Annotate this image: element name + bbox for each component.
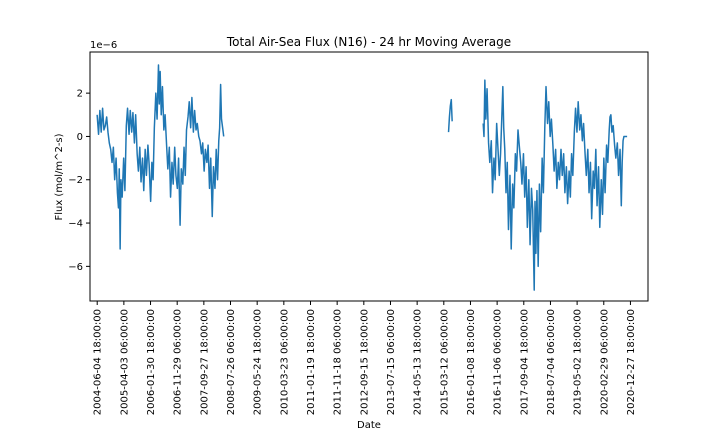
x-tick-label: 2007-09-27 18:00:00 [199,309,210,415]
y-tick-label: −6 [68,262,83,273]
x-tick-label: 2019-05-02 18:00:00 [573,309,584,415]
x-tick-label: 2017-09-04 18:00:00 [519,309,530,415]
y-tick-label: −4 [68,219,83,230]
plot-frame [89,51,649,302]
y-tick-label: 0 [77,132,83,143]
x-tick-label: 2009-05-24 18:00:00 [253,309,264,415]
x-axis-ticks: 2004-06-04 18:00:00 2005-04-03 06:00:00 20… [93,301,637,415]
x-tick-label: 2008-07-26 06:00:00 [226,309,237,415]
x-tick-label: 2010-03-23 06:00:00 [279,309,290,415]
y-axis-ticks: 2 0 −2 −4 −6 [68,89,90,273]
plot-area [96,64,628,291]
x-tick-label: 2011-11-18 06:00:00 [333,309,344,415]
x-tick-label: 2006-01-30 18:00:00 [146,309,157,415]
y-tick-label: 2 [77,89,83,100]
series-line-segment-1 [96,64,225,250]
x-tick-label: 2016-11-06 06:00:00 [493,309,504,415]
x-tick-label: 2015-03-12 06:00:00 [439,309,450,415]
x-tick-label: 2012-09-15 18:00:00 [359,309,370,415]
y-offset-label: 1e−6 [90,40,117,51]
x-tick-label: 2014-05-13 18:00:00 [413,309,424,415]
x-tick-label: 2006-11-29 06:00:00 [173,309,184,415]
x-tick-label: 2020-02-29 06:00:00 [599,309,610,415]
x-tick-label: 2005-04-03 06:00:00 [119,309,130,415]
x-tick-label: 2016-01-08 18:00:00 [466,309,477,415]
x-axis-label: Date [357,420,381,431]
x-tick-label: 2018-07-04 06:00:00 [546,309,557,415]
y-tick-label: −2 [68,175,83,186]
series-line-segment-2 [447,98,453,133]
series-line-segment-3 [482,79,628,291]
x-tick-label: 2011-01-19 18:00:00 [306,309,317,415]
chart-title: Total Air-Sea Flux (N16) - 24 hr Moving … [226,35,511,49]
x-tick-label: 2020-12-27 18:00:00 [626,309,637,415]
x-tick-label: 2013-07-15 06:00:00 [386,309,397,415]
x-tick-label: 2004-06-04 18:00:00 [93,309,104,415]
y-axis-label: Flux (mol/m^2-s) [54,133,65,220]
